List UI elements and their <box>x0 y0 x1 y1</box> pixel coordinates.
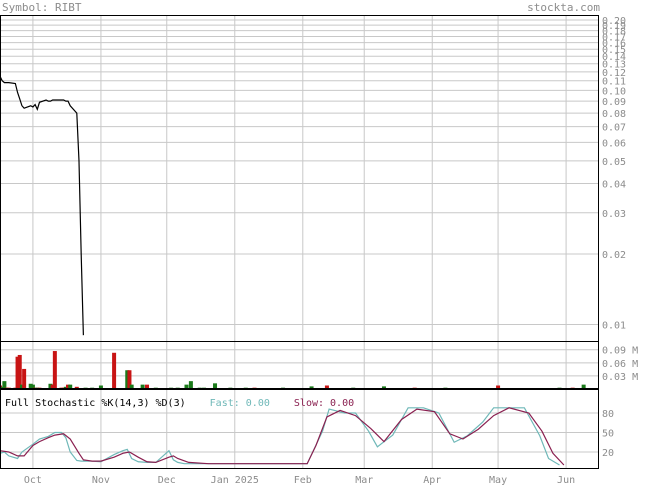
slow-value: 0.00 <box>330 398 354 409</box>
volume-bar <box>129 384 134 389</box>
price-tick-label: 0.11 <box>602 77 626 88</box>
volume-bar <box>127 370 132 389</box>
volume-bar <box>17 354 22 389</box>
stochastic-tick-label: 80 <box>602 409 614 420</box>
panel-frame <box>0 15 599 342</box>
volume-bar <box>309 386 314 389</box>
volume-bar <box>184 384 189 389</box>
volume-bar <box>581 384 586 389</box>
x-tick-label: May <box>489 475 507 486</box>
price-tick-label: 0.02 <box>602 250 626 261</box>
x-tick-label: Dec <box>158 475 176 486</box>
fast-value: 0.00 <box>246 398 270 409</box>
volume-bar <box>66 384 71 389</box>
volume-tick-label: 0.03 M <box>602 372 638 383</box>
price-tick-label: 0.14 <box>602 52 626 63</box>
x-axis: Oct Nov Dec Jan 2025 Feb Mar Apr May Jun <box>24 475 575 486</box>
volume-bar <box>213 383 218 389</box>
price-tick-label: 0.10 <box>602 86 626 97</box>
volume-bar <box>112 352 117 389</box>
volume-tick-label: 0.09 M <box>602 346 638 357</box>
slow-stochastic-line <box>0 407 565 466</box>
panel-frames <box>0 15 599 469</box>
price-line <box>0 75 84 336</box>
volume-bar <box>381 386 386 389</box>
volume-bar <box>63 386 68 389</box>
volume-bar <box>50 384 55 389</box>
volume-panel: 0.09 M 0.06 M 0.03 M <box>0 346 638 389</box>
volume-bar <box>145 384 150 389</box>
price-tick-label: 0.12 <box>602 68 626 79</box>
price-tick-label: 0.01 <box>602 320 626 331</box>
x-tick-label: Mar <box>355 475 373 486</box>
volume-bar <box>28 383 33 389</box>
stochastic-tick-label: 50 <box>602 429 614 440</box>
volume-bar <box>19 384 24 389</box>
x-tick-label: Jan 2025 <box>211 475 259 486</box>
x-tick-label: Jun <box>557 475 575 486</box>
volume-bar <box>125 370 130 389</box>
stochastic-tick-label: 20 <box>602 448 614 459</box>
volume-tick-label: 0.06 M <box>602 359 638 370</box>
price-tick-label: 0.17 <box>602 32 626 43</box>
volume-bar <box>324 385 329 389</box>
volume-bar <box>30 384 35 389</box>
price-tick-label: 0.03 <box>602 209 626 220</box>
price-tick-label: 0.20 <box>602 16 626 27</box>
price-tick-label: 0.09 <box>602 97 626 108</box>
price-tick-label: 0.13 <box>602 60 626 71</box>
price-tick-label: 0.05 <box>602 157 626 168</box>
x-tick-label: Oct <box>24 475 42 486</box>
x-tick-label: Nov <box>92 475 110 486</box>
price-panel: 0.200.190.180.170.160.150.140.130.120.11… <box>0 15 626 468</box>
panel-frame <box>0 341 599 390</box>
price-tick-label: 0.08 <box>602 109 626 120</box>
stochastic-panel: Full Stochastic %K(14,3) %D(3) Fast: 0.0… <box>0 398 614 466</box>
volume-bar <box>2 381 7 389</box>
volume-bar <box>15 356 20 389</box>
volume-bar <box>98 385 103 389</box>
volume-bar <box>68 384 73 389</box>
volume-bar <box>22 368 27 389</box>
price-tick-label: 0.18 <box>602 27 626 38</box>
volume-bar <box>0 386 5 389</box>
brand-label: stockta.com <box>527 1 600 14</box>
volume-bar <box>52 351 57 389</box>
stochastic-title: Full Stochastic %K(14,3) %D(3) Fast: 0.0… <box>5 398 354 409</box>
volume-bar <box>48 383 53 389</box>
volume-bar <box>496 385 501 389</box>
x-tick-label: Feb <box>294 475 312 486</box>
panel-frame <box>0 389 599 469</box>
fast-label: Fast: <box>210 398 246 409</box>
volume-bar <box>140 384 145 389</box>
fast-stochastic-line <box>0 407 560 466</box>
price-tick-label: 0.06 <box>602 138 626 149</box>
price-tick-label: 0.07 <box>602 123 626 134</box>
slow-label: Slow: <box>294 398 330 409</box>
price-tick-label: 0.19 <box>602 21 626 32</box>
price-tick-label: 0.16 <box>602 39 626 50</box>
volume-bar <box>188 381 193 389</box>
stochastic-title-text: Full Stochastic %K(14,3) %D(3) <box>5 398 186 409</box>
price-tick-label: 0.15 <box>602 45 626 56</box>
volume-bar <box>74 386 79 389</box>
price-tick-label: 0.04 <box>602 180 626 191</box>
x-tick-label: Apr <box>423 475 441 486</box>
symbol-label: Symbol: RIBT <box>2 1 82 14</box>
